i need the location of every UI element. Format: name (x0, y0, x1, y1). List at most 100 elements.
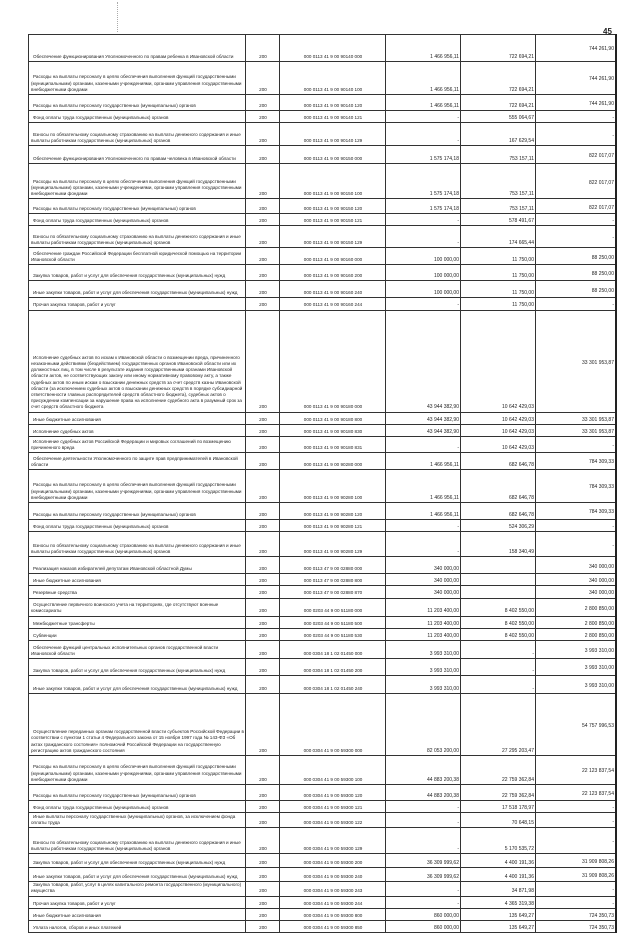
table-row: Взносы по обязательному социальному стра… (28, 122, 617, 147)
row-remaining-amount: - (535, 519, 617, 533)
row-description: Расходы на выплаты персоналу государстве… (28, 94, 246, 111)
row-description: Расходы на выплаты персоналу в целях обе… (28, 163, 246, 200)
row-remaining-amount: - (535, 881, 617, 897)
row-executed-amount: 753 157,11 (460, 198, 536, 215)
table-row: Закупка товаров, работ и услуг для обесп… (28, 264, 617, 282)
table-row: Исполнение судебных актов Российской Фед… (28, 436, 617, 454)
row-approved-amount: - (385, 213, 461, 227)
row-description: Межбюджетные трансферты (28, 615, 246, 629)
row-classification-code: 000 0113 41 9 00 90280 120 (279, 502, 386, 521)
row-remaining-amount: 2 800 850,00 (535, 627, 617, 642)
row-code: 200 (245, 556, 280, 575)
table-row: Расходы на выплаты персоналу в целях обе… (28, 469, 617, 504)
row-executed-amount: 22 759 362,84 (460, 755, 536, 786)
row-code: 200 (245, 755, 280, 786)
row-description: Обеспечение функционирования Уполномочен… (28, 34, 246, 62)
row-description: Взносы по обязательному социальному стра… (28, 531, 246, 558)
row-executed-amount (460, 573, 536, 587)
row-description: Обеспечение функционирования Уполномочен… (28, 145, 246, 165)
row-classification-code: 000 0113 41 9 00 90280 100 (279, 469, 386, 504)
row-remaining-amount: - (535, 827, 617, 855)
row-classification-code: 000 0113 41 9 00 90180 000 (279, 309, 386, 413)
table-row: Фонд оплаты труда государственных (муниц… (28, 519, 617, 533)
row-executed-amount: 10 642 429,03 (460, 309, 536, 413)
row-description: Закупка товаров, работ и услуг для обесп… (28, 264, 246, 282)
row-approved-amount: 100 000,00 (385, 247, 461, 266)
row-remaining-amount: - (535, 800, 617, 814)
row-code: 200 (245, 411, 280, 425)
row-remaining-amount: 784 309,33 (535, 469, 617, 504)
row-executed-amount: 158 340,49 (460, 531, 536, 558)
row-description: Иные бюджетные ассигнования (28, 907, 246, 922)
row-description: Фонд оплаты труда государственных (муниц… (28, 519, 246, 533)
table-row: Иные бюджетные ассигнования 200 000 0304 4… (28, 907, 617, 922)
row-description: Взносы по обязательному социальному стра… (28, 827, 246, 855)
row-classification-code: 000 0113 41 9 00 90160 000 (279, 247, 386, 266)
row-executed-amount: - (460, 658, 536, 677)
row-classification-code: 000 0304 41 9 00 59300 122 (279, 812, 386, 829)
row-description: Иные закупки товаров, работ и услуг для … (28, 867, 246, 883)
row-executed-amount: 11 750,00 (460, 280, 536, 299)
row-executed-amount: 10 642 429,03 (460, 411, 536, 425)
row-approved-amount: 1 466 956,11 (385, 452, 461, 471)
row-executed-amount: 4 400 191,36 (460, 853, 536, 869)
row-description: Обеспечение граждан Российской Федерации… (28, 247, 246, 266)
row-approved-amount: 44 883 200,38 (385, 755, 461, 786)
row-approved-amount: 340 000,00 (385, 585, 461, 599)
row-classification-code: 000 0113 41 9 00 90150 100 (279, 163, 386, 200)
row-executed-amount: 8 402 550,00 (460, 597, 536, 617)
row-description: Иные закупки товаров, работ и услуг для … (28, 280, 246, 299)
table-row: Иные закупки товаров, работ и услуг для … (28, 867, 617, 883)
row-executed-amount: 4 400 191,36 (460, 867, 536, 883)
row-classification-code: 000 0203 44 9 00 51180 500 (279, 615, 386, 629)
row-approved-amount: 82 053 200,00 (385, 693, 461, 757)
row-code: 200 (245, 198, 280, 215)
row-remaining-amount: - (535, 122, 617, 147)
row-code: 200 (245, 675, 280, 695)
row-executed-amount: 722 694,21 (460, 94, 536, 111)
row-classification-code: 000 0113 41 9 00 90180 831 (279, 436, 386, 454)
row-remaining-amount: 724 350,73 (535, 920, 617, 933)
row-executed-amount: 10 642 429,03 (460, 436, 536, 454)
row-remaining-amount: 724 350,73 (535, 907, 617, 922)
row-executed-amount: 555 064,67 (460, 109, 536, 124)
row-description: Осуществление переданных органам государ… (28, 693, 246, 757)
row-executed-amount: 5 170 535,72 (460, 827, 536, 855)
row-executed-amount: 722 694,21 (460, 61, 536, 95)
row-remaining-amount: - (535, 213, 617, 227)
row-approved-amount: - (385, 812, 461, 829)
row-classification-code: 000 0113 41 9 00 90140 121 (279, 109, 386, 124)
row-approved-amount: - (385, 519, 461, 533)
row-classification-code: 000 0113 41 9 00 90180 800 (279, 411, 386, 425)
row-approved-amount: 1 575 174,18 (385, 198, 461, 215)
row-classification-code: 000 0304 41 9 00 59300 244 (279, 895, 386, 909)
row-description: Осуществление первичного воинского учета… (28, 597, 246, 617)
row-code: 200 (245, 225, 280, 249)
row-classification-code: 000 0304 41 9 00 59300 243 (279, 881, 386, 897)
row-executed-amount: 70 648,15 (460, 812, 536, 829)
row-code: 200 (245, 784, 280, 802)
row-executed-amount: 682 646,78 (460, 469, 536, 504)
table-row: Закупка товаров, работ, услуг в целях ка… (28, 881, 617, 897)
row-classification-code: 000 0203 44 9 00 51180 530 (279, 627, 386, 642)
row-executed-amount: 167 629,54 (460, 122, 536, 147)
row-remaining-amount: 340 000,00 (535, 585, 617, 599)
row-classification-code: 000 0304 18 1 02 01450 000 (279, 640, 386, 660)
row-executed-amount: 174 665,44 (460, 225, 536, 249)
row-remaining-amount: 3 993 310,00 (535, 640, 617, 660)
row-remaining-amount: 88 250,00 (535, 264, 617, 282)
row-executed-amount: 11 750,00 (460, 247, 536, 266)
table-row: Исполнение судебных актов 200 000 0113 41 … (28, 423, 617, 438)
row-remaining-amount: 22 123 837,54 (535, 784, 617, 802)
row-classification-code: 000 0113 47 9 00 02880 870 (279, 585, 386, 599)
row-code: 200 (245, 94, 280, 111)
row-remaining-amount: 31 909 808,26 (535, 867, 617, 883)
row-description: Реализация наказов избирателей депутатам… (28, 556, 246, 575)
row-code: 200 (245, 573, 280, 587)
row-executed-amount: 682 646,78 (460, 452, 536, 471)
row-remaining-amount: - (535, 109, 617, 124)
row-description: Иные бюджетные ассигнования (28, 411, 246, 425)
row-remaining-amount: 33 301 953,87 (535, 423, 617, 438)
row-remaining-amount: 822 017,07 (535, 145, 617, 165)
row-approved-amount: 36 309 999,62 (385, 867, 461, 883)
